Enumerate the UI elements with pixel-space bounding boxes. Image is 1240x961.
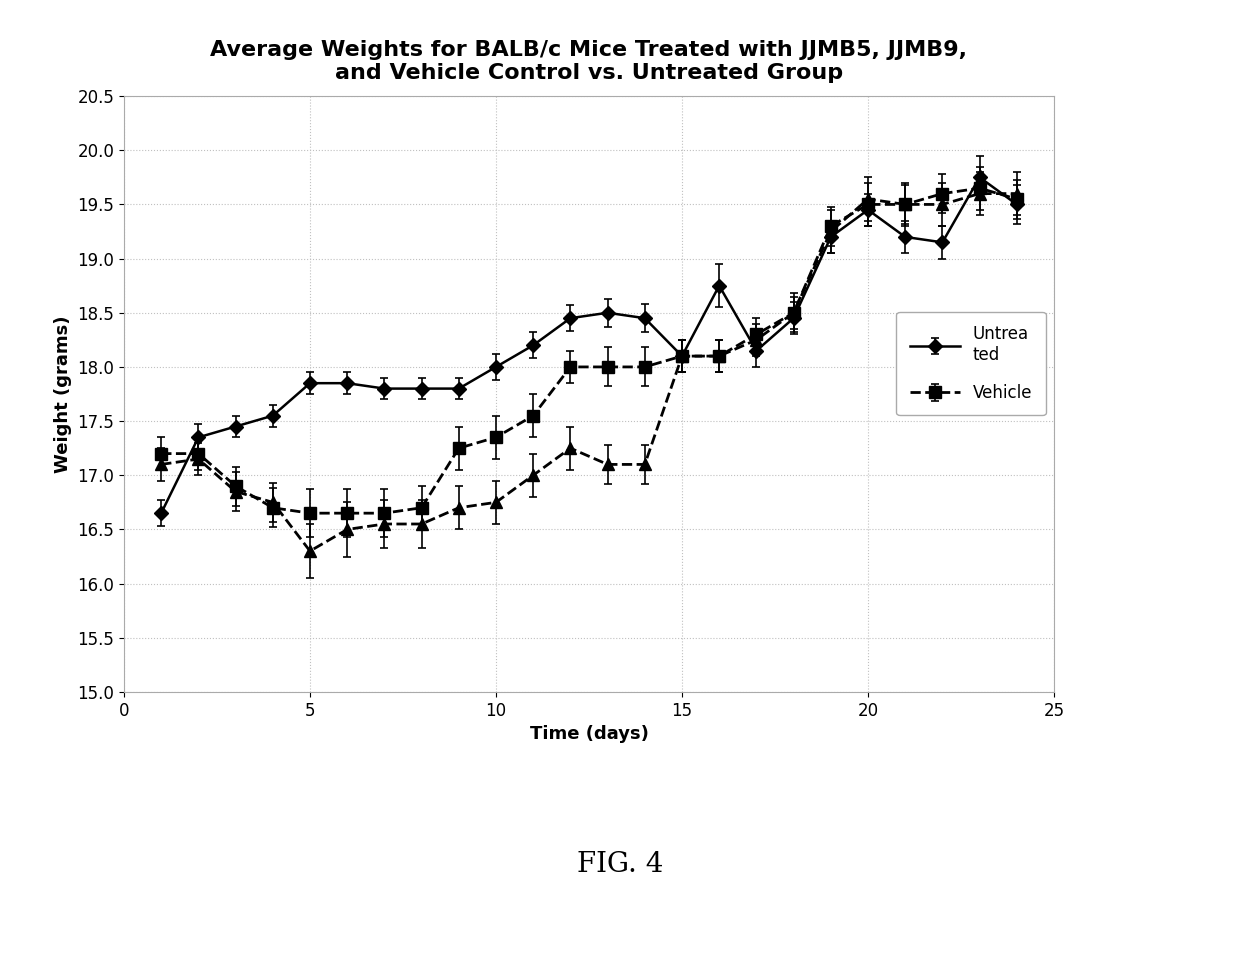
X-axis label: Time (days): Time (days) — [529, 726, 649, 743]
Legend: Untrea
ted, Vehicle: Untrea ted, Vehicle — [897, 312, 1045, 415]
Title: Average Weights for BALB/c Mice Treated with JJMB5, JJMB9,
and Vehicle Control v: Average Weights for BALB/c Mice Treated … — [211, 40, 967, 84]
Y-axis label: Weight (grams): Weight (grams) — [53, 315, 72, 473]
Text: FIG. 4: FIG. 4 — [577, 851, 663, 878]
